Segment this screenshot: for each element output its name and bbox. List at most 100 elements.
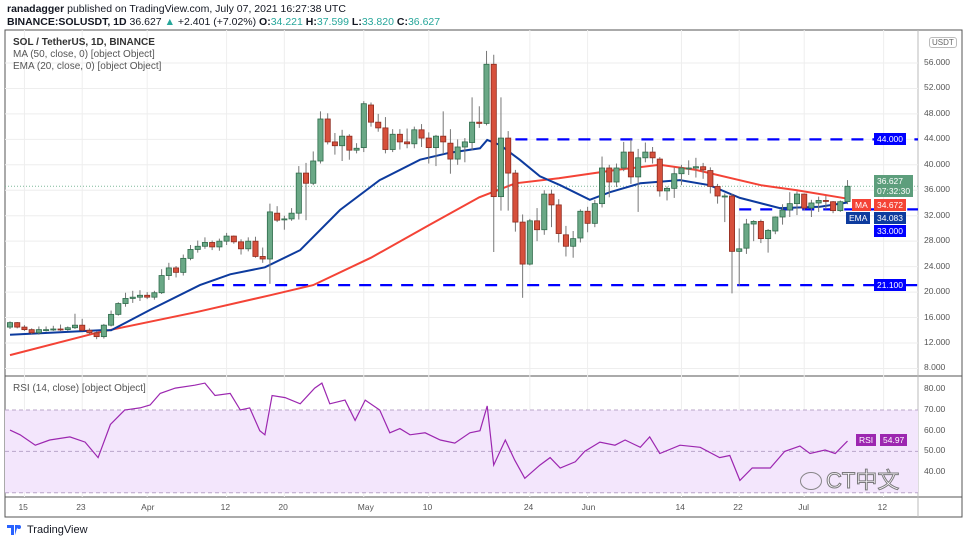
candle-up [765,229,772,240]
candle-down [555,204,562,234]
time-tick-label: 24 [523,502,534,512]
candle-up [115,303,122,315]
candle-up [360,103,367,149]
candle-up [837,201,844,212]
candle-up [685,167,692,170]
candle-down [375,121,382,129]
time-tick-label: 15 [18,502,28,512]
price-tick-label: 40.000 [924,158,950,169]
candle-up [750,221,757,225]
time-tick-label: 10 [422,502,433,512]
triangle-up-icon: ▲ [164,16,175,28]
candle-down [440,135,447,143]
rsi-tick-label: 60.00 [924,424,946,435]
price-change: +2.401 (+7.02%) [177,16,257,28]
candle-up [497,137,504,198]
candle-countdown: 07:32:30 [877,186,911,196]
candle-up [570,238,577,247]
candle-down [700,166,707,171]
symbol-info: BINANCE:SOLUSDT, 1D 36.627 ▲ +2.401 (+7.… [7,16,440,28]
candle-up [223,235,230,242]
legend-rsi[interactable]: RSI (14, close) [object Object] [13,383,146,394]
candle-up [844,185,851,202]
close-label: C: [396,16,408,28]
candle-up [64,327,71,331]
candle-up [815,200,822,204]
candle-down [649,151,656,159]
price-tick-label: 28.000 [924,235,950,246]
candle-down [707,170,714,187]
candle-up [122,298,129,304]
candle-down [303,172,310,184]
candle-up [317,118,324,162]
major-support-badge: 21.100 [874,279,906,291]
price-tick-label: 48.000 [924,107,950,118]
candle-up [786,203,793,211]
low-value: 33.820 [361,16,394,28]
candle-down [86,329,93,334]
candle-up [71,324,78,329]
resistance-level-badge: 44.000 [874,133,906,145]
candle-down [324,118,331,143]
candle-up [541,193,548,231]
candle-down [548,193,555,206]
candle-up [389,133,396,150]
candle-up [577,210,584,239]
time-tick-label: May [357,502,374,512]
rsi-badge-label: RSI [856,434,877,446]
price-tick-label: 56.000 [924,56,950,67]
rsi-tick-label: 50.00 [924,445,946,456]
candle-down [627,151,634,178]
last-price: 36.627 [129,16,162,28]
legend-ema[interactable]: EMA (20, close, 0) [object Object] [13,61,162,72]
candle-up [201,242,208,247]
candle-up [793,193,800,205]
candle-down [93,332,100,338]
candle-up [526,220,533,265]
candle-down [425,137,432,149]
candle-down [757,221,764,240]
support-level-badge: 33.000 [874,225,906,237]
candle-up [129,296,136,299]
price-tick-label: 20.000 [924,286,950,297]
time-tick-label: 14 [675,502,685,512]
candle-up [50,328,57,331]
legend-ma[interactable]: MA (50, close, 0) [object Object] [13,49,155,60]
rsi-tick-label: 70.00 [924,404,946,414]
current-price-badge: 36.627 07:32:30 [874,175,914,197]
candle-down [729,195,736,252]
price-tick-label: 16.000 [924,311,950,322]
candle-down [830,201,837,212]
ema20-line [9,138,848,336]
candle-down [274,212,281,221]
candle-down [209,242,216,248]
author-name[interactable]: ranadagger [7,3,65,15]
time-tick-label: 23 [76,502,86,512]
candle-down [382,127,389,150]
price-tick-label: 24.000 [924,260,950,271]
high-value: 37.599 [316,16,349,28]
candle-down [14,322,21,328]
candle-up [642,151,649,159]
time-tick-label: 22 [733,502,743,512]
candle-down [173,267,180,273]
candle-up [613,167,620,183]
candle-up [339,135,346,147]
legend-title: SOL / TetherUS, 1D, BINANCE [13,37,155,48]
tradingview-logo[interactable]: TradingView [7,524,88,536]
candle-down [404,141,411,145]
candle-down [57,328,64,331]
ema-value-badge: 34.083 [874,212,906,224]
time-tick-label: 12 [220,502,231,512]
candle-down [822,200,829,202]
low-label: L: [351,16,362,28]
candle-up [187,249,194,259]
chart-legend: SOL / TetherUS, 1D, BINANCE MA (50, clos… [13,37,161,73]
candle-down [79,324,86,331]
time-tick-label: 12 [877,502,888,512]
currency-badge[interactable]: USDT [929,37,957,48]
candle-down [476,121,483,124]
candle-down [714,186,721,197]
candle-up [772,216,779,232]
